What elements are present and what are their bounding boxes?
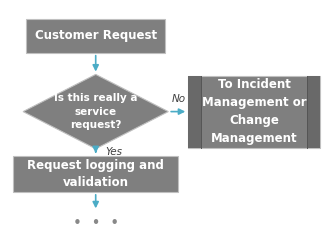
FancyBboxPatch shape: [307, 76, 320, 148]
FancyBboxPatch shape: [13, 156, 178, 192]
FancyBboxPatch shape: [188, 76, 201, 148]
Text: Yes: Yes: [106, 147, 123, 157]
Text: To Incident
Management or
Change
Management: To Incident Management or Change Managem…: [202, 78, 307, 145]
Text: •  •  •: • • •: [73, 216, 119, 231]
Polygon shape: [23, 74, 168, 149]
Text: Is this really a
service
request?: Is this really a service request?: [54, 93, 138, 130]
Text: Customer Request: Customer Request: [35, 30, 157, 42]
Text: Request logging and
validation: Request logging and validation: [27, 159, 164, 189]
Text: No: No: [172, 94, 186, 104]
FancyBboxPatch shape: [188, 76, 320, 148]
FancyBboxPatch shape: [26, 19, 165, 53]
